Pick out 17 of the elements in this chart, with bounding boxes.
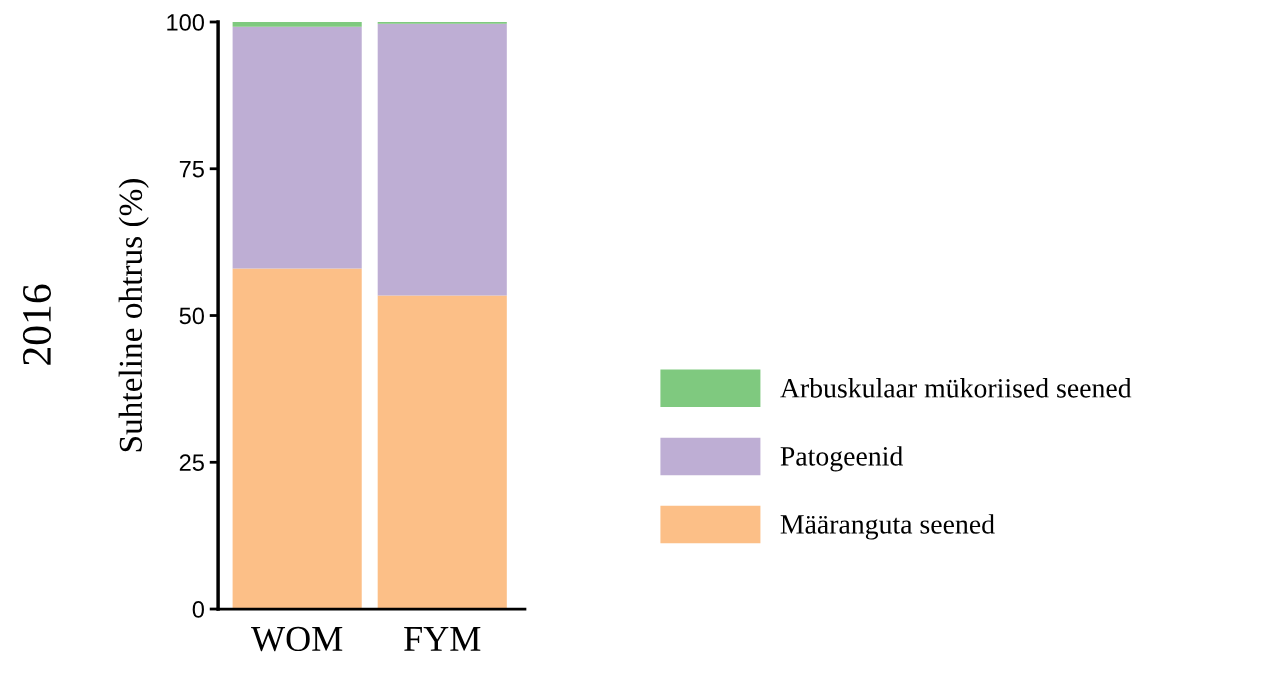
y-tick-label: 50 <box>179 307 204 325</box>
bar <box>232 22 362 27</box>
legend-label: Määranguta seened <box>780 514 995 540</box>
bar <box>232 26 362 269</box>
y-axis-title: Suhteline ohtrus (%) <box>118 179 149 452</box>
legend-label: Arbuskulaar mükoriised seened <box>780 378 1132 398</box>
x-tick-label: FYM <box>404 627 481 651</box>
bar <box>377 23 507 296</box>
y-tick-label: 100 <box>167 14 204 31</box>
bar <box>377 295 507 610</box>
y-tick-label: 25 <box>179 454 204 472</box>
bar <box>232 268 362 610</box>
text: 2016 <box>22 284 52 365</box>
x-tick-label: WOM <box>251 626 343 652</box>
legend-label: Patogeenid <box>780 446 903 472</box>
y-tick-label: 75 <box>179 161 204 178</box>
y-tick-label: 0 <box>192 601 204 618</box>
